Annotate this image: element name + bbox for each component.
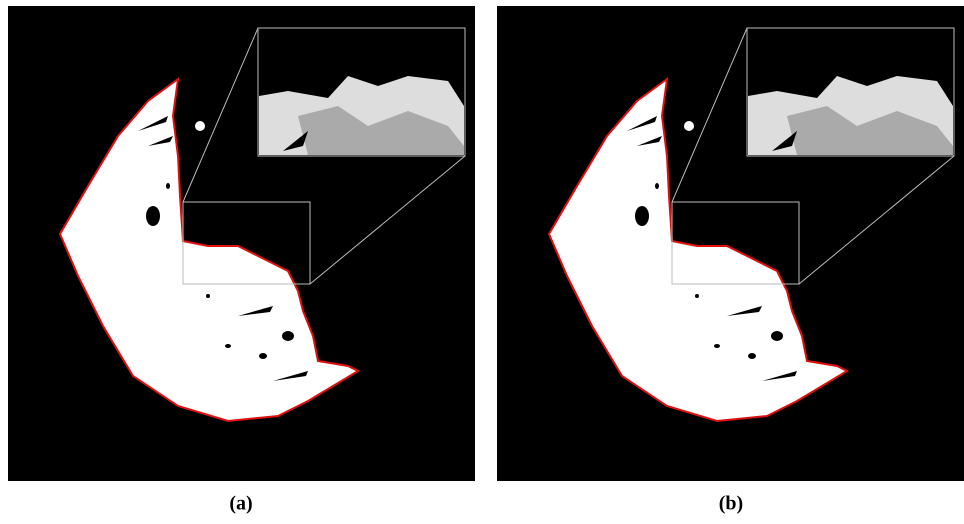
- figure: (a) (b): [0, 0, 964, 524]
- page: (a) (b) (() => { const data = JSON.parse…: [0, 0, 964, 524]
- panel-b-image: [497, 6, 964, 481]
- panel-label: (a): [229, 493, 252, 515]
- panel-a-image: [8, 6, 475, 481]
- panel-label: (b): [719, 493, 743, 515]
